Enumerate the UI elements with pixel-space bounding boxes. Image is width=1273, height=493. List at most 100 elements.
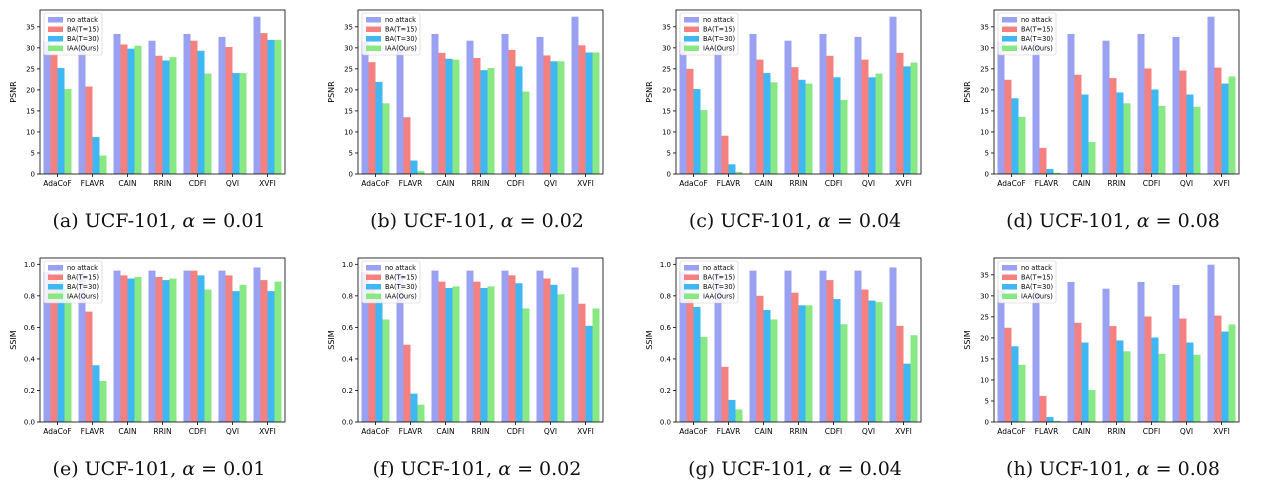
bar-ba-t-15--xvfi	[896, 52, 904, 174]
y-axis-label: PSNR	[9, 81, 18, 103]
bar-ba-t-30--xvfi	[903, 363, 911, 422]
bar-ba-t-30--rrin	[1116, 92, 1124, 174]
bar-iaa-ours--adacof	[382, 103, 390, 174]
caption-b: (b) UCF-101, α = 0.02	[318, 210, 636, 232]
y-tick-label: 35	[980, 271, 989, 279]
bar-iaa-ours--adacof	[64, 89, 72, 174]
legend-box	[997, 260, 1057, 304]
chart-panel-1: 0 5 10 15 20 25 30 35 AdaCoF FLAVR CAIN RRIN CDFI QVI…	[9, 9, 286, 188]
bar-iaa-ours--rrin	[1123, 351, 1131, 422]
bar-ba-t-30--adacof	[57, 68, 65, 174]
bar-ba-t-15--adacof	[1004, 327, 1012, 422]
y-axis-label: PSNR	[963, 81, 972, 103]
x-tick-label: CAIN	[436, 427, 454, 436]
bar-iaa-ours--cdfi	[204, 289, 212, 422]
bar-ba-t-30--flavr	[728, 164, 736, 174]
y-tick-label: 10	[980, 128, 989, 136]
legend-label: BA(T=15)	[385, 274, 417, 282]
bar-no-attack-adacof	[997, 41, 1005, 174]
legend-label: BA(T=30)	[1021, 35, 1053, 43]
bar-ba-t-15--cain	[438, 281, 446, 422]
bar-ba-t-30--cain	[445, 287, 453, 422]
x-tick-label: AdaCoF	[43, 179, 72, 188]
legend-swatch	[684, 45, 699, 51]
y-tick-label: 0	[985, 171, 989, 179]
chart-panel-2: 0 5 10 15 20 25 30 35 AdaCoF FLAVR CAIN RRIN CDFI QVI…	[327, 9, 604, 188]
legend-label: BA(T=30)	[385, 35, 417, 43]
bar-no-attack-cain	[113, 270, 121, 422]
bar-ba-t-30--xvfi	[1221, 83, 1229, 174]
legend-label: BA(T=15)	[385, 26, 417, 34]
bar-ba-t-30--cdfi	[833, 77, 841, 174]
legend-swatch	[366, 26, 381, 32]
x-tick-label: QVI	[1180, 179, 1193, 188]
bar-iaa-ours--flavr	[735, 409, 743, 422]
legend-swatch	[684, 26, 699, 32]
legend-label: IAA(Ours)	[703, 45, 735, 53]
bar-ba-t-15--adacof	[50, 275, 58, 422]
bar-ba-t-15--flavr	[403, 344, 411, 422]
x-tick-label: QVI	[226, 427, 239, 436]
bar-no-attack-cain	[113, 33, 121, 174]
x-tick-label: XVFI	[895, 427, 912, 436]
legend-swatch	[1002, 293, 1017, 299]
y-axis-label: SSIM	[327, 330, 336, 350]
bar-iaa-ours--rrin	[487, 286, 495, 422]
bar-ba-t-15--rrin	[791, 292, 799, 422]
bar-no-attack-flavr	[78, 43, 86, 174]
y-tick-label: 15	[344, 107, 353, 115]
legend-box	[43, 260, 103, 304]
caption-value: = 0.01	[195, 210, 266, 232]
bar-ba-t-30--adacof	[375, 81, 383, 174]
bar-ba-t-30--cain	[1081, 342, 1089, 422]
bar-ba-t-30--rrin	[162, 60, 170, 174]
y-tick-label: 30	[344, 44, 353, 52]
x-tick-label: FLAVR	[1035, 179, 1059, 188]
bar-ba-t-30--flavr	[410, 393, 418, 422]
legend-swatch	[1002, 26, 1017, 32]
y-tick-label: 0.0	[660, 419, 671, 427]
legend-swatch	[684, 265, 699, 271]
x-tick-label: QVI	[544, 427, 557, 436]
x-tick-label: RRIN	[1107, 179, 1125, 188]
legend-box	[43, 12, 103, 56]
bar-ba-t-30--rrin	[798, 305, 806, 422]
x-tick-label: XVFI	[577, 179, 594, 188]
x-tick-label: XVFI	[1213, 427, 1230, 436]
legend-label: BA(T=30)	[703, 283, 735, 291]
bar-ba-t-30--adacof	[57, 281, 65, 422]
bar-ba-t-30--rrin	[798, 79, 806, 174]
y-tick-label: 15	[662, 107, 671, 115]
y-tick-label: 25	[980, 65, 989, 73]
bar-no-attack-xvfi	[253, 16, 261, 175]
bar-ba-t-30--cdfi	[1151, 89, 1159, 174]
y-tick-label: 15	[980, 355, 989, 363]
bar-no-attack-cdfi	[501, 270, 509, 422]
y-tick-label: 25	[344, 65, 353, 73]
bar-ba-t-15--cain	[1074, 74, 1082, 174]
x-tick-label: FLAVR	[717, 427, 741, 436]
y-tick-label: 0.6	[660, 324, 672, 332]
bar-ba-t-15--flavr	[85, 311, 93, 422]
y-tick-label: 5	[985, 149, 989, 157]
y-axis-label: PSNR	[645, 81, 654, 103]
bar-ba-t-30--qvi	[550, 284, 558, 422]
bar-iaa-ours--flavr	[417, 171, 425, 174]
x-tick-label: CDFI	[189, 427, 207, 436]
bar-no-attack-cain	[1067, 33, 1075, 174]
bar-ba-t-15--flavr	[721, 135, 729, 174]
bar-ba-t-15--flavr	[1039, 147, 1047, 174]
legend-label: IAA(Ours)	[385, 293, 417, 301]
y-tick-label: 15	[980, 107, 989, 115]
x-tick-label: CDFI	[825, 179, 843, 188]
x-tick-label: AdaCoF	[43, 427, 72, 436]
caption-a: (a) UCF-101, α = 0.01	[0, 210, 318, 232]
bar-iaa-ours--adacof	[700, 336, 708, 422]
caption-value: = 0.02	[511, 458, 582, 480]
legend-swatch	[366, 36, 381, 42]
caption-d: (d) UCF-101, α = 0.08	[954, 210, 1272, 232]
bar-no-attack-adacof	[997, 289, 1005, 422]
x-tick-label: CAIN	[436, 179, 454, 188]
y-tick-label: 30	[26, 44, 35, 52]
